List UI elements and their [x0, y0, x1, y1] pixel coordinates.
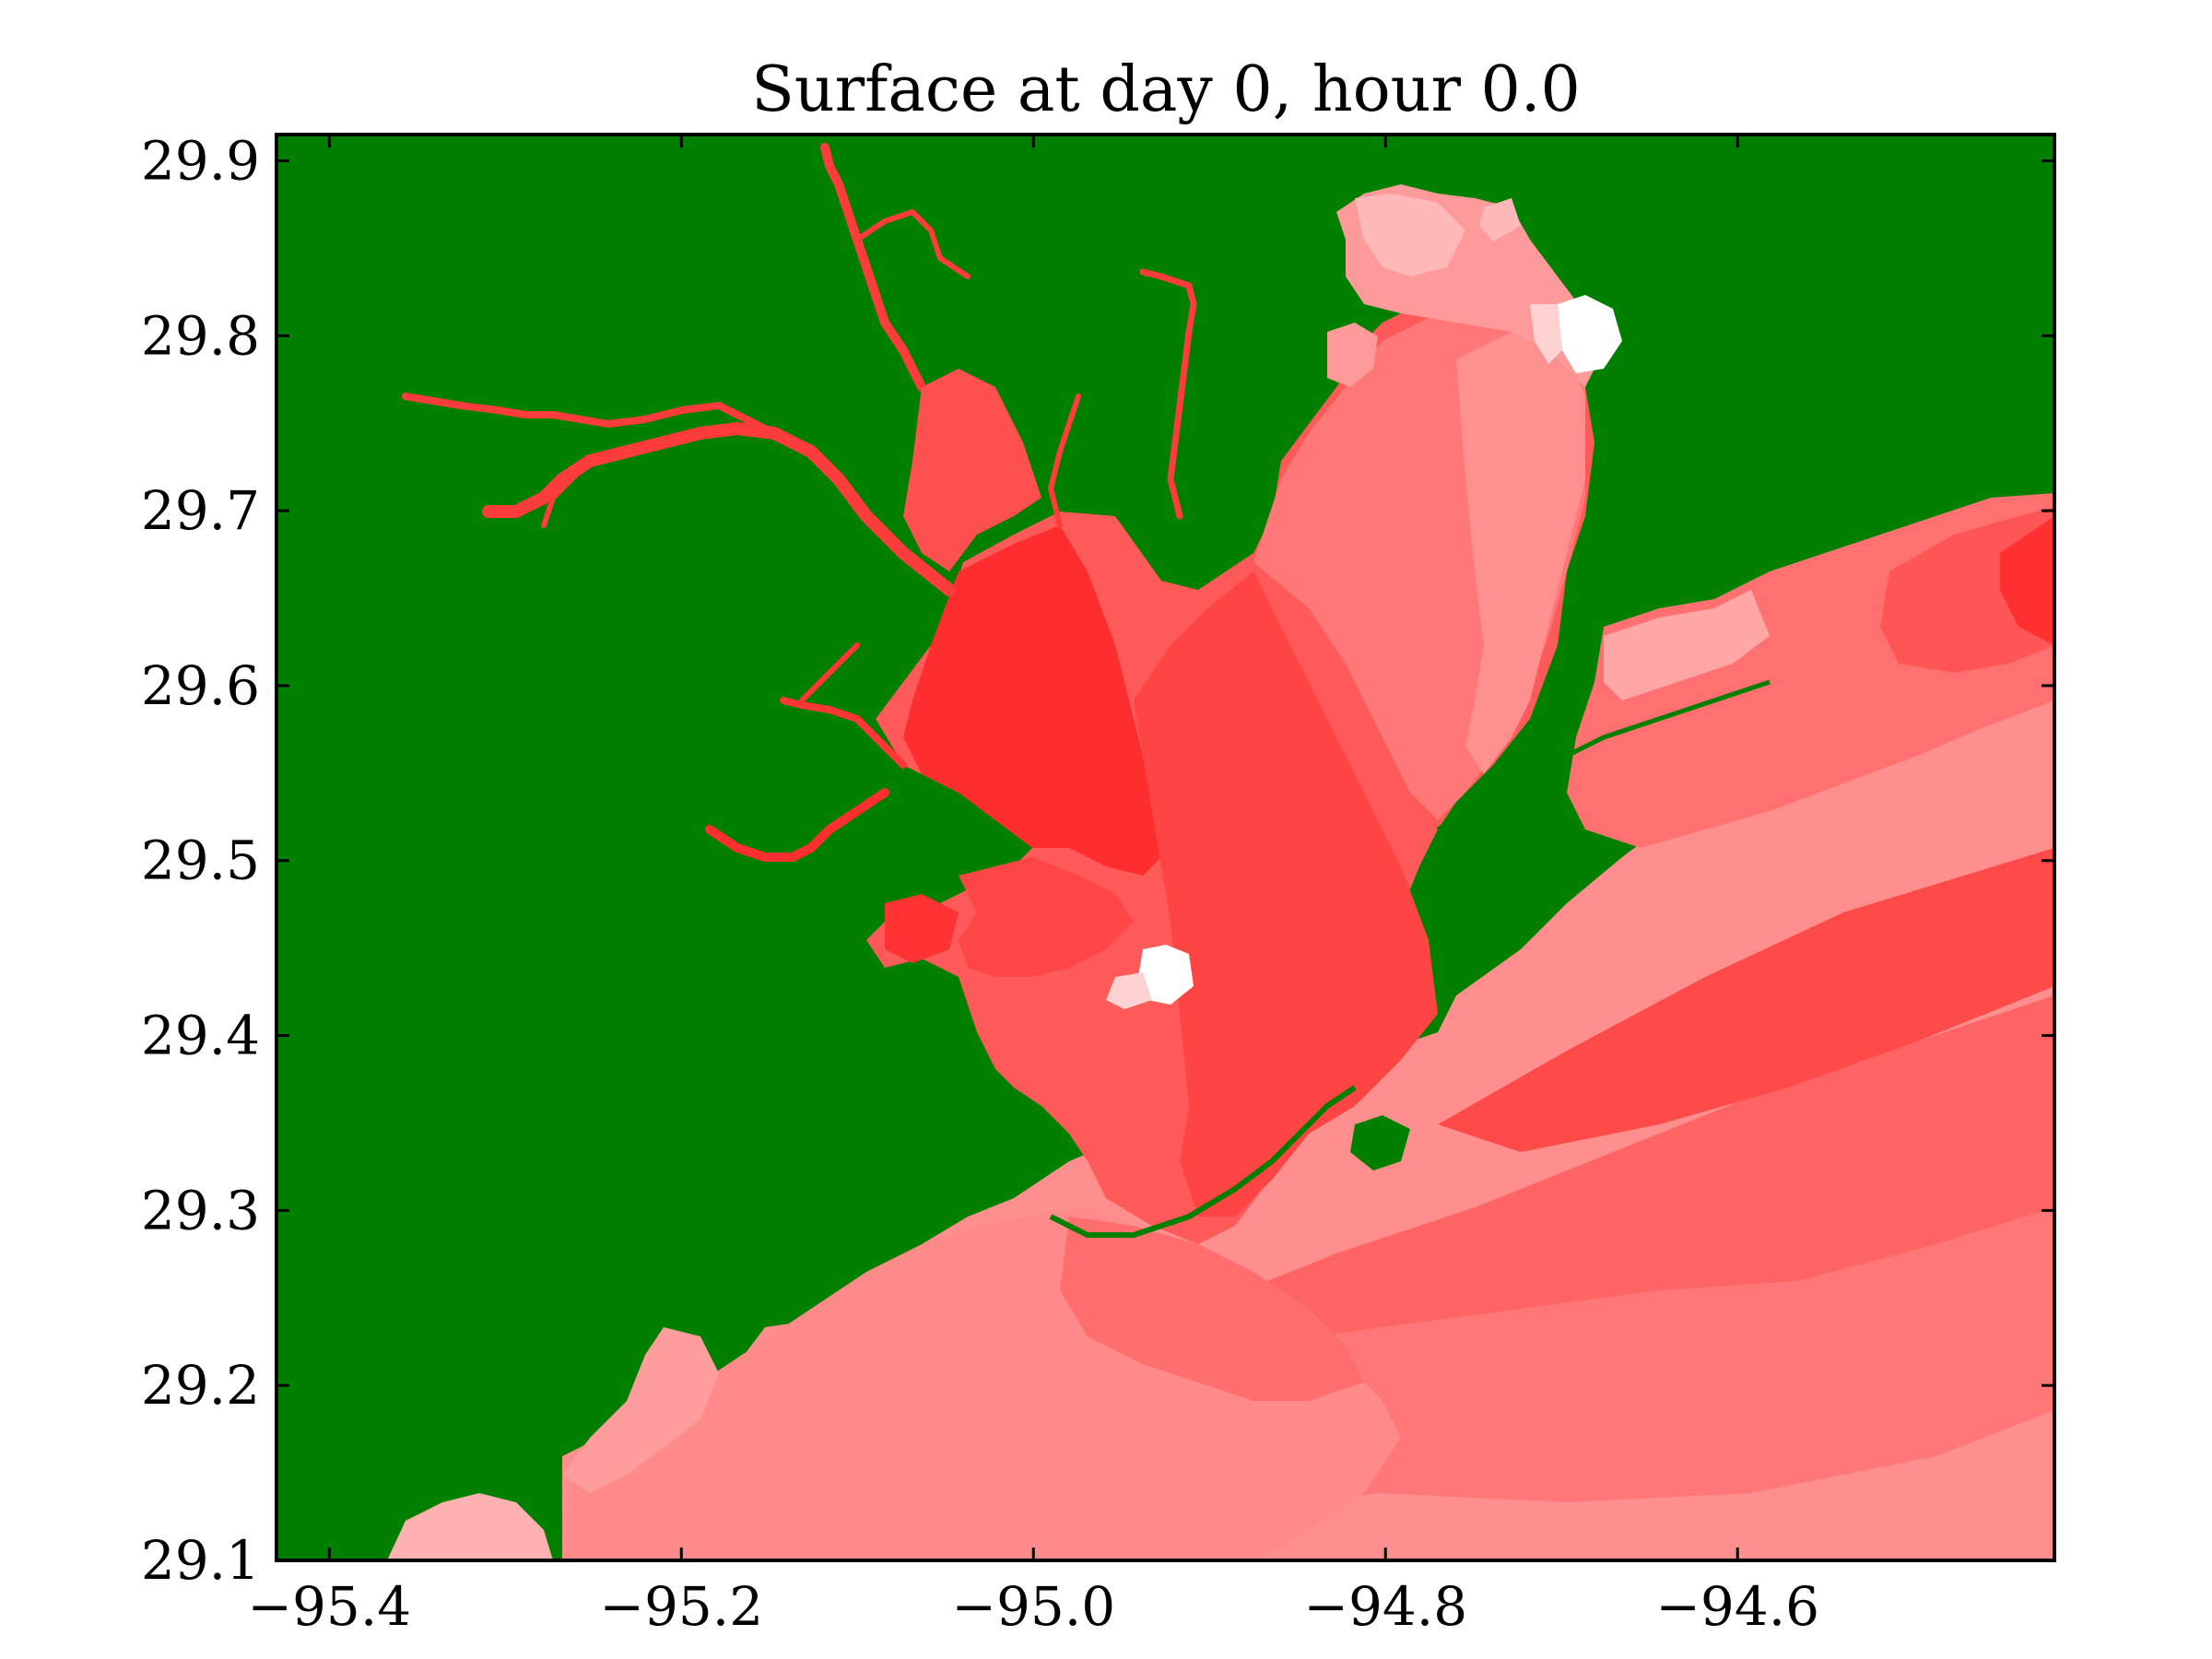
san-jacinto-river [820, 143, 926, 392]
trinity-marsh-island [1558, 295, 1622, 373]
map-plot-area [276, 135, 2054, 1560]
clear-lake-west [885, 894, 959, 963]
y-axis: 29.1 29.2 29.3 29.4 29.5 29.6 29.7 29.8 29.9 [141, 129, 2054, 1592]
san-jacinto-tributary [854, 209, 971, 279]
gulf-water-band-3 [1438, 848, 2054, 1152]
wallisville-lake [1479, 198, 1521, 241]
buffalo-bayou [541, 458, 593, 528]
east-bay-light-edge [1604, 590, 1770, 700]
map-title: Surface at day 0, hour 0.0 [751, 53, 1580, 126]
x-tick-label: −95.4 [247, 1575, 411, 1638]
trinity-marsh-pink [1530, 304, 1562, 364]
pelican-island [1350, 1115, 1410, 1171]
west-bay-mid [1060, 1217, 1364, 1401]
galveston-island-shore [1049, 1085, 1357, 1238]
x-tick-label: −95.2 [599, 1575, 763, 1638]
anahuac-inlet [1327, 323, 1378, 387]
bay-band-inner-west [903, 525, 1161, 876]
clear-lake [959, 857, 1134, 977]
x-tick-label: −95.0 [951, 1575, 1115, 1638]
texas-city-dike-island [1138, 945, 1194, 1005]
clear-creek-west [799, 642, 860, 703]
clear-creek [780, 697, 907, 769]
trinity-bay-head [1355, 194, 1465, 276]
river-confluence [903, 369, 1041, 571]
texas-city-dike-pink [1106, 972, 1152, 1009]
bay-band-east [1456, 332, 1585, 774]
bay-band-channel [1134, 571, 1438, 1217]
ship-channel-upper [402, 393, 778, 437]
y-tick-label: 29.1 [141, 1529, 260, 1592]
y-tick-label: 29.6 [141, 654, 260, 717]
gulf-water-band-2 [1088, 995, 2054, 1382]
y-tick-label: 29.5 [141, 830, 260, 892]
x-axis: −95.4 −95.2 −95.0 −94.8 −94.6 [247, 135, 1819, 1638]
west-bay-head [387, 1493, 553, 1560]
east-bay-inner [2000, 516, 2054, 645]
y-tick-label: 29.2 [141, 1354, 260, 1417]
bolivar-peninsula-shore [1436, 679, 1771, 832]
x-tick-label: −94.6 [1655, 1575, 1819, 1638]
chocolate-bay [562, 1327, 719, 1493]
x-tick-label: −94.8 [1303, 1575, 1467, 1638]
y-tick-label: 29.8 [141, 304, 260, 367]
y-tick-label: 29.7 [141, 479, 260, 542]
goose-creek [1048, 394, 1081, 528]
cedar-bayou [1139, 268, 1197, 520]
dickinson-bayou [705, 788, 889, 862]
y-tick-label: 29.9 [141, 129, 260, 192]
plot-frame [275, 133, 2056, 1562]
y-tick-label: 29.4 [141, 1005, 260, 1067]
y-tick-label: 29.3 [141, 1179, 260, 1241]
ship-channel-main [482, 422, 956, 596]
